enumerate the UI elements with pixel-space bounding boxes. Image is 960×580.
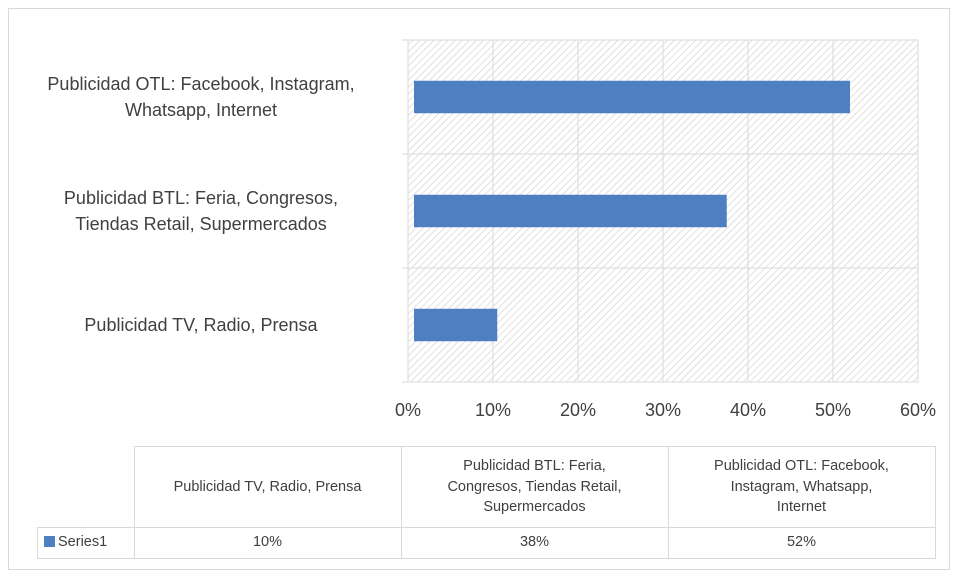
category-label-line: Publicidad BTL: Feria, Congresos, xyxy=(63,187,339,208)
x-tick-label: 20% xyxy=(559,400,597,420)
header-line: Publicidad OTL: Facebook, xyxy=(714,458,889,475)
bar xyxy=(414,194,727,228)
header-line: Supermercados xyxy=(483,498,586,515)
x-tick-label: 30% xyxy=(644,400,682,420)
data-table: Publicidad TV, Radio, Prensa Publicidad … xyxy=(37,446,936,559)
data-table-series-row: Series1 10% 38% 52% xyxy=(37,526,936,559)
data-table-value: 10% xyxy=(133,526,402,559)
legend-key xyxy=(44,536,55,548)
header-line: Publicidad TV, Radio, Prensa xyxy=(173,478,362,495)
category-label: Publicidad OTL: Facebook, Instagram, What… xyxy=(11,71,391,123)
x-tick-label: 60% xyxy=(899,400,937,420)
x-tick-label: 50% xyxy=(814,400,852,420)
header-line: Internet xyxy=(776,498,827,515)
x-tick-label: 0% xyxy=(394,400,421,420)
category-label-line: Whatsapp, Internet xyxy=(124,100,278,120)
x-tick-label: 10% xyxy=(474,400,512,420)
x-tick-label: 40% xyxy=(729,400,767,420)
data-table-header: Publicidad BTL: Feria, Congresos, Tienda… xyxy=(400,446,669,528)
data-table-value: 52% xyxy=(667,526,936,559)
header-line: Instagram, Whatsapp, xyxy=(730,478,873,495)
data-table-header: Publicidad OTL: Facebook, Instagram, Wha… xyxy=(667,446,936,528)
category-label-line: Publicidad TV, Radio, Prensa xyxy=(84,314,318,335)
legend-label: Series1 xyxy=(58,534,108,551)
category-label-line: Tiendas Retail, Supermercados xyxy=(75,214,327,234)
header-line: Publicidad BTL: Feria, xyxy=(463,458,606,475)
legend-cell: Series1 xyxy=(37,526,135,559)
data-table-header: Publicidad TV, Radio, Prensa xyxy=(133,446,402,528)
header-line: Congresos, Tiendas Retail, xyxy=(447,478,622,495)
bars xyxy=(414,80,850,342)
bar xyxy=(414,308,498,342)
category-label: Publicidad TV, Radio, Prensa xyxy=(11,312,391,338)
category-label: Publicidad BTL: Feria, Congresos, Tiendas… xyxy=(11,185,391,237)
category-label-line: Publicidad OTL: Facebook, Instagram, xyxy=(47,73,355,94)
data-table-value: 38% xyxy=(400,526,669,559)
bar xyxy=(414,80,850,114)
data-table-header-row: Publicidad TV, Radio, Prensa Publicidad … xyxy=(37,446,936,528)
data-table-corner xyxy=(37,446,135,528)
